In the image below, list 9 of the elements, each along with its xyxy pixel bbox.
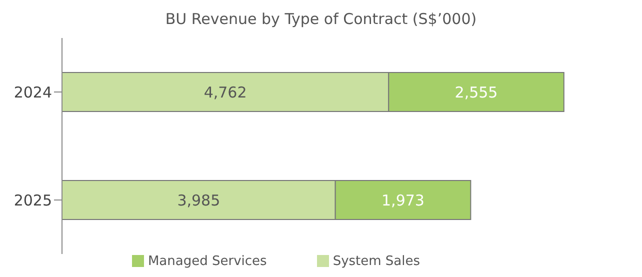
data-label: 1,973 — [382, 191, 424, 210]
legend-label: System Sales — [332, 254, 420, 269]
data-label: 3,985 — [177, 191, 220, 210]
chart-title: BU Revenue by Type of Contract (S$’000) — [164, 9, 478, 30]
data-label: 2,555 — [454, 83, 498, 102]
legend-label: Managed Services — [148, 254, 267, 269]
y-tick-label: 2025 — [14, 191, 52, 210]
data-label: 4,762 — [204, 83, 247, 102]
y-tick-label: 2024 — [14, 83, 52, 102]
